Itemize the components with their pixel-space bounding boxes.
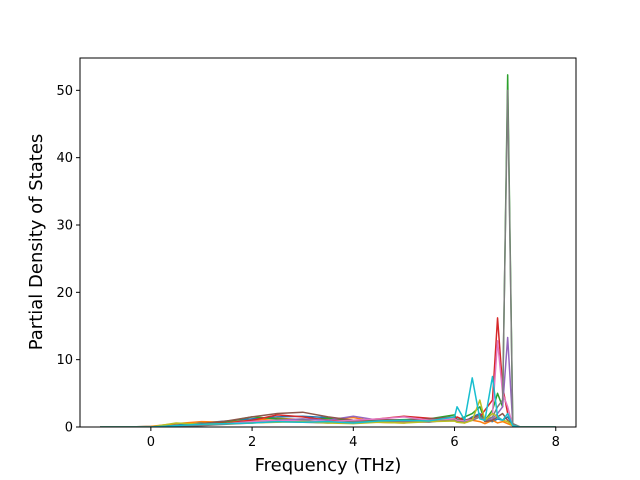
- y-tick-label: 40: [56, 151, 73, 166]
- x-tick-label: 0: [147, 435, 155, 450]
- axes-frame: [79, 57, 577, 428]
- plot-area: [100, 74, 556, 427]
- x-tick-label: 2: [248, 435, 256, 450]
- y-tick-label: 20: [56, 286, 73, 301]
- series-line: [100, 340, 556, 427]
- series-line: [100, 74, 556, 427]
- x-tick-label: 6: [450, 435, 458, 450]
- y-tick-label: 10: [56, 353, 73, 368]
- y-tick-label: 30: [56, 218, 73, 233]
- x-axis-label: Frequency (THz): [255, 455, 402, 476]
- series-line: [100, 89, 556, 427]
- y-tick-label: 50: [56, 84, 73, 99]
- y-axis-label: Partial Density of States: [26, 134, 47, 351]
- series-line: [100, 317, 556, 427]
- x-tick-label: 4: [349, 435, 357, 450]
- x-tick-label: 8: [552, 435, 560, 450]
- series-line: [100, 336, 556, 427]
- y-tick-label: 0: [65, 421, 73, 436]
- series-line: [100, 375, 556, 427]
